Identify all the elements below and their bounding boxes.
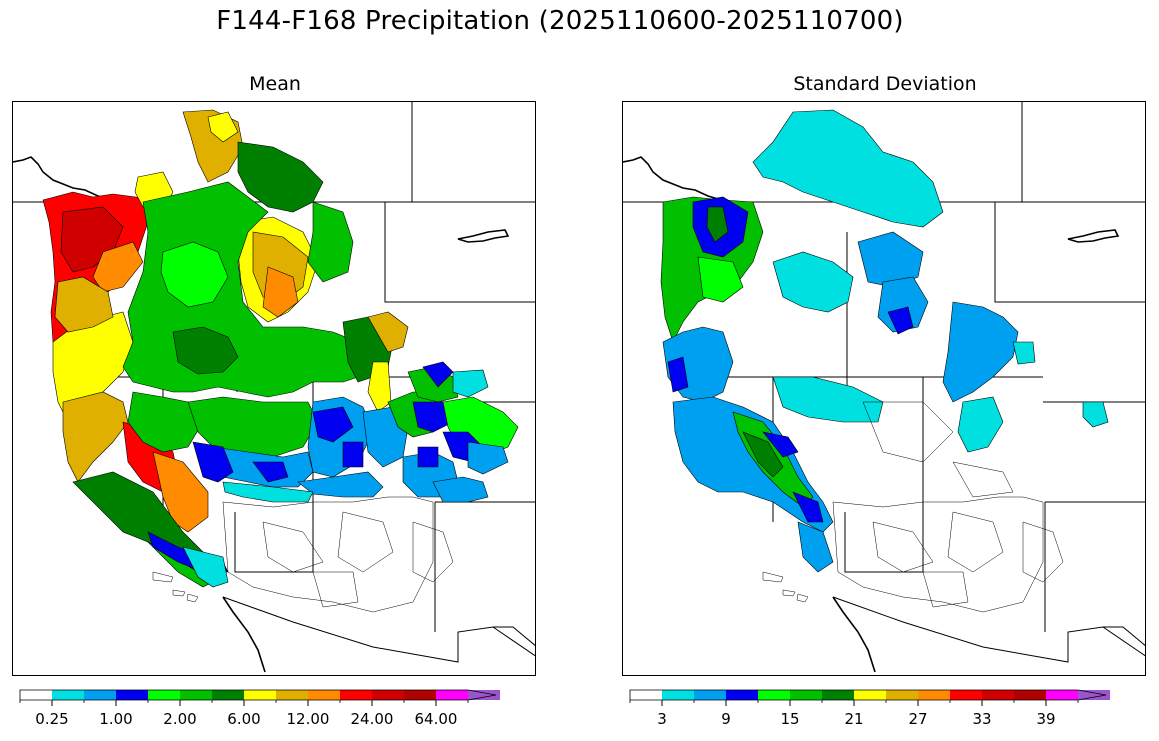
basin-outlines	[152, 496, 454, 613]
stddev-color-bin	[950, 690, 982, 700]
stddev-tick-label: 9	[721, 710, 731, 728]
mean-tick-label: 12.00	[287, 710, 330, 728]
stddev-color-bin	[886, 690, 918, 700]
stddev-color-bin	[726, 690, 758, 700]
mean-tick-label: 64.00	[415, 710, 458, 728]
mean-colorbar: 0.25 1.00 2.00 6.00 12.00 24.00 64.00	[18, 688, 538, 738]
stddev-color-bin	[982, 690, 1014, 700]
stddev-colorbar: 3 9 15 21 27 33 39	[628, 688, 1148, 738]
mean-color-bin	[20, 690, 52, 700]
mean-color-bin	[436, 690, 468, 700]
mean-tick-label: 2.00	[163, 710, 196, 728]
mean-extend-triangle	[468, 690, 496, 700]
stddev-regions	[660, 109, 1109, 573]
coastline	[13, 156, 510, 673]
stddev-tick-label: 39	[1036, 710, 1055, 728]
mean-color-bin	[244, 690, 276, 700]
stddev-color-bin	[918, 690, 950, 700]
stddev-color-bin	[822, 690, 854, 700]
mean-map	[12, 101, 536, 676]
mean-color-bin	[372, 690, 404, 700]
stddev-map	[622, 101, 1146, 676]
mean-color-bin	[116, 690, 148, 700]
mean-color-bin	[308, 690, 340, 700]
basin-outlines	[762, 401, 1064, 613]
figure-title: F144-F168 Precipitation (2025110600-2025…	[216, 6, 904, 36]
stddev-colorbar-svg: 3 9 15 21 27 33 39	[629, 689, 1110, 728]
mean-tick-label: 24.00	[351, 710, 394, 728]
mean-map-svg	[13, 102, 535, 673]
mean-colorbar-svg: 0.25 1.00 2.00 6.00 12.00 24.00 64.00	[19, 689, 500, 728]
mean-color-bin	[52, 690, 84, 700]
precip-regions	[42, 109, 519, 588]
stddev-extend-triangle	[1078, 690, 1106, 700]
stddev-color-bin	[790, 690, 822, 700]
mean-color-bin	[276, 690, 308, 700]
stddev-color-bin	[630, 690, 662, 700]
stddev-tick-label: 15	[780, 710, 799, 728]
coastline	[623, 156, 1120, 673]
mean-tick-label: 6.00	[227, 710, 260, 728]
stddev-panel-title: Standard Deviation	[793, 73, 977, 95]
stddev-color-bin	[694, 690, 726, 700]
stddev-tick-label: 21	[844, 710, 863, 728]
mean-panel-title: Mean	[249, 73, 301, 95]
stddev-tick-label: 27	[908, 710, 927, 728]
stddev-color-bin	[662, 690, 694, 700]
stddev-color-bin	[1014, 690, 1046, 700]
mean-color-bin	[180, 690, 212, 700]
stddev-tick-label: 3	[657, 710, 667, 728]
mean-tick-label: 0.25	[35, 710, 68, 728]
stddev-tick-label: 33	[972, 710, 991, 728]
mean-color-bin	[148, 690, 180, 700]
stddev-color-bin	[1046, 690, 1078, 700]
mean-color-bin	[340, 690, 372, 700]
mean-color-bin	[212, 690, 244, 700]
mean-color-bin	[84, 690, 116, 700]
stddev-colorbar-outline	[629, 689, 1107, 701]
stddev-color-bin	[758, 690, 790, 700]
mean-colorbar-outline	[19, 689, 497, 701]
mean-color-bin	[404, 690, 436, 700]
mean-tick-label: 1.00	[99, 710, 132, 728]
stddev-color-bin	[854, 690, 886, 700]
stddev-map-svg	[623, 102, 1145, 673]
